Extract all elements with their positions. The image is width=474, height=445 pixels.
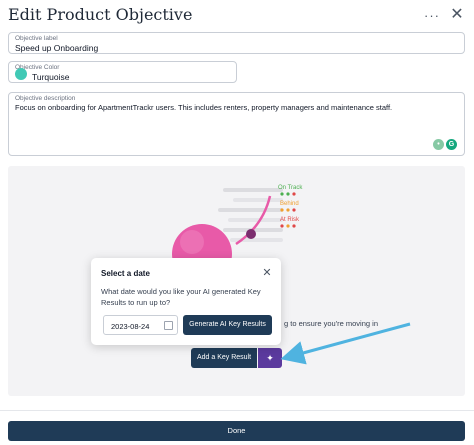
panel-description-text: g to ensure you're moving in	[284, 319, 378, 328]
legend-on-track: On Track	[278, 185, 303, 191]
more-options-icon[interactable]: ···	[424, 8, 440, 23]
footer-divider	[0, 410, 474, 411]
date-value[interactable]: 2023-08-24	[111, 322, 150, 331]
sparkle-icon: ✦	[266, 353, 274, 363]
objective-label-field[interactable]: Objective label Speed up Onboarding	[8, 32, 465, 54]
popup-close-icon[interactable]: ✕	[262, 267, 272, 279]
calendar-icon[interactable]	[164, 321, 173, 330]
objective-description-field[interactable]: Objective description Focus on onboardin…	[8, 92, 465, 156]
date-popup: Select a date ✕ What date would you like…	[91, 258, 281, 345]
color-swatch	[15, 68, 27, 80]
objective-color-field[interactable]: Objective Color Turquoise	[8, 61, 237, 83]
close-icon[interactable]: ✕	[450, 6, 464, 23]
objective-description-caption: Objective description	[15, 95, 76, 102]
grammarly-icon[interactable]: G	[446, 139, 457, 150]
add-key-result-button[interactable]: Add a Key Result	[191, 348, 257, 368]
objective-label-caption: Objective label	[15, 35, 58, 42]
popup-title: Select a date	[101, 269, 150, 278]
generate-ai-key-results-button[interactable]: Generate AI Key Results	[183, 315, 272, 335]
legend-behind: Behind	[280, 201, 299, 207]
objective-color-value[interactable]: Turquoise	[32, 72, 70, 82]
grammar-extension-icon[interactable]: •	[433, 139, 444, 150]
legend-at-risk: At Risk	[280, 217, 300, 223]
done-button[interactable]: Done	[8, 421, 465, 441]
ai-generate-button[interactable]: ✦	[258, 348, 282, 368]
dialog-title: Edit Product Objective	[8, 5, 193, 24]
popup-text: What date would you like your AI generat…	[101, 287, 261, 307]
objective-label-value[interactable]: Speed up Onboarding	[15, 43, 99, 53]
objective-color-caption: Objective Color	[15, 64, 60, 71]
objective-description-value[interactable]: Focus on onboarding for ApartmentTrackr …	[15, 103, 393, 112]
date-input[interactable]: 2023-08-24	[103, 315, 178, 335]
